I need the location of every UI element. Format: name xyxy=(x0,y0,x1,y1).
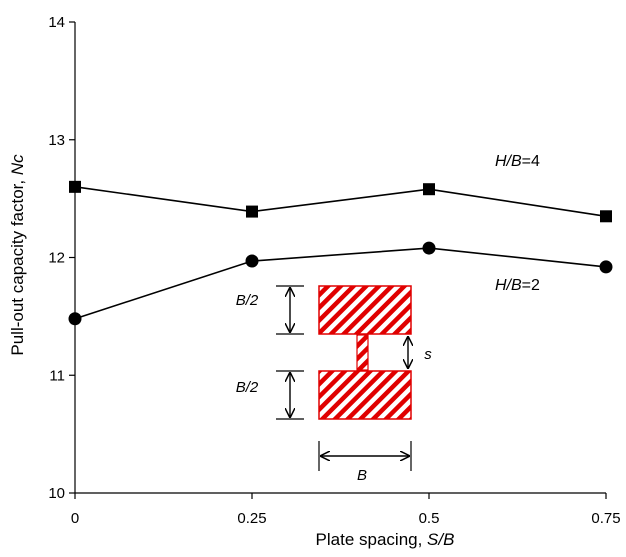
series-label-hb4: H/B=4 xyxy=(495,153,540,170)
bottom-plate xyxy=(318,370,412,420)
x-tick-label: 0.5 xyxy=(419,510,440,527)
top-dim-label: B/2 xyxy=(236,292,259,309)
series-layer xyxy=(68,180,613,326)
y-tick-label: 10 xyxy=(48,485,65,502)
width-dim-label: B xyxy=(357,467,367,484)
data-point-circle xyxy=(422,241,436,255)
x-tick-label: 0 xyxy=(71,510,79,527)
y-axis-title: Pull-out capacity factor, Nc xyxy=(8,154,27,356)
x-ticks: 0 0.25 0.5 0.75 xyxy=(71,493,621,527)
y-tick-label: 14 xyxy=(48,14,65,31)
x-tick-label: 0.75 xyxy=(591,510,620,527)
data-point-square xyxy=(423,183,435,196)
data-point-square xyxy=(600,210,612,223)
y-tick-label: 13 xyxy=(48,132,65,149)
data-point-circle xyxy=(68,312,82,326)
data-point-square xyxy=(246,205,258,218)
y-ticks: 10 11 12 13 14 xyxy=(48,14,75,502)
y-tick-label: 11 xyxy=(49,367,65,384)
gap-dim-label: s xyxy=(424,346,432,363)
x-axis-title: Plate spacing, S/B xyxy=(316,530,455,549)
y-tick-label: 12 xyxy=(48,250,65,267)
series-line xyxy=(74,247,607,320)
bottom-dim-label: B/2 xyxy=(236,379,259,396)
series-line xyxy=(74,186,607,218)
series-label-hb2: H/B=2 xyxy=(495,277,540,294)
top-plate xyxy=(318,285,412,335)
plate-connector xyxy=(356,334,369,371)
data-point-square xyxy=(69,180,81,193)
data-point-circle xyxy=(245,254,259,268)
plate-diagram: B/2 B/2 s B xyxy=(236,285,432,484)
x-tick-label: 0.25 xyxy=(237,510,266,527)
data-point-circle xyxy=(599,260,613,274)
